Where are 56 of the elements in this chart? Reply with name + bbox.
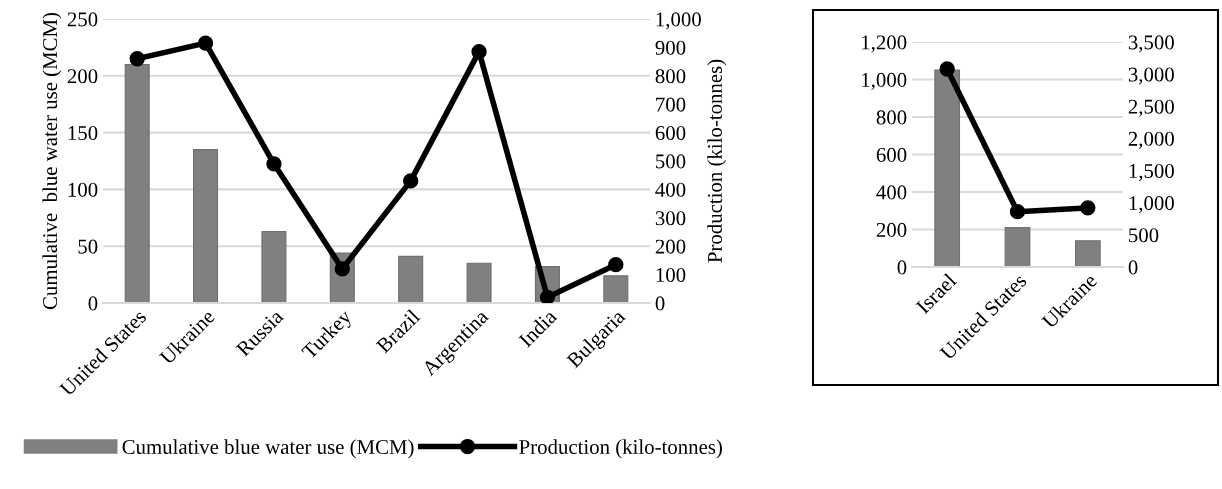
y-tick-label: 800 (876, 110, 907, 125)
y2-tick-label: 0 (655, 296, 665, 311)
y2-tick-label: 1,000 (656, 12, 701, 30)
y2-axis-title: Production (kilo-tonnes) (707, 59, 727, 263)
y-tick-label: 400 (876, 185, 907, 200)
y2-tick-label: 1,500 (1129, 163, 1174, 181)
bar (934, 69, 961, 267)
point (1009, 204, 1026, 220)
bar (603, 275, 629, 303)
y-tick-label: 100 (68, 182, 98, 197)
y-tick-label: 250 (67, 12, 98, 27)
legend-label: Cumulative blue water use (MCM) (122, 439, 414, 459)
y2-tick-label: 500 (656, 154, 686, 169)
point (471, 44, 487, 60)
y2-tick-label: 100 (656, 267, 686, 283)
y2-tick-label: 600 (655, 125, 686, 141)
point (608, 257, 624, 273)
point (939, 61, 955, 77)
y-tick-label: 1,200 (862, 35, 907, 53)
point (403, 173, 419, 189)
bar (1004, 227, 1031, 267)
point (197, 35, 214, 51)
bar (1074, 240, 1101, 267)
y-tick-label: 200 (876, 222, 907, 237)
y2-tick-label: 2,500 (1128, 99, 1174, 117)
y-tick-label: 150 (68, 125, 98, 141)
y2-tick-label: 300 (655, 211, 686, 226)
bar (398, 255, 424, 303)
legend-label: Production (kilo-tonnes) (519, 439, 722, 459)
bar (193, 149, 219, 303)
y2-tick-label: 500 (1129, 228, 1159, 243)
y2-tick-label: 700 (656, 97, 686, 112)
y2-tick-label: 0 (1128, 260, 1138, 275)
y-tick-label: 0 (88, 296, 98, 311)
y-tick-label: 200 (67, 69, 98, 84)
y-tick-label: 0 (897, 260, 907, 275)
y2-tick-label: 400 (655, 182, 686, 197)
bar (466, 262, 492, 303)
point (539, 289, 556, 303)
bar (124, 63, 150, 303)
y-tick-label: 50 (78, 239, 98, 254)
y2-tick-label: 1,000 (1129, 196, 1174, 214)
point (1080, 200, 1096, 216)
point (129, 51, 145, 67)
y-tick-label: 600 (876, 147, 907, 162)
y-axis-title: Cumulative blue water use (MCM) (42, 12, 62, 310)
bar (261, 230, 287, 303)
x-tick-label: India (517, 308, 558, 348)
y2-tick-label: 200 (655, 239, 686, 254)
point (266, 156, 282, 172)
y2-tick-label: 3,000 (1128, 67, 1174, 85)
y2-tick-label: 3,500 (1128, 35, 1174, 53)
y2-tick-label: 900 (655, 40, 686, 55)
y-tick-label: 1,000 (862, 72, 907, 90)
y2-tick-label: 800 (655, 69, 686, 84)
y2-tick-label: 2,000 (1128, 131, 1174, 149)
